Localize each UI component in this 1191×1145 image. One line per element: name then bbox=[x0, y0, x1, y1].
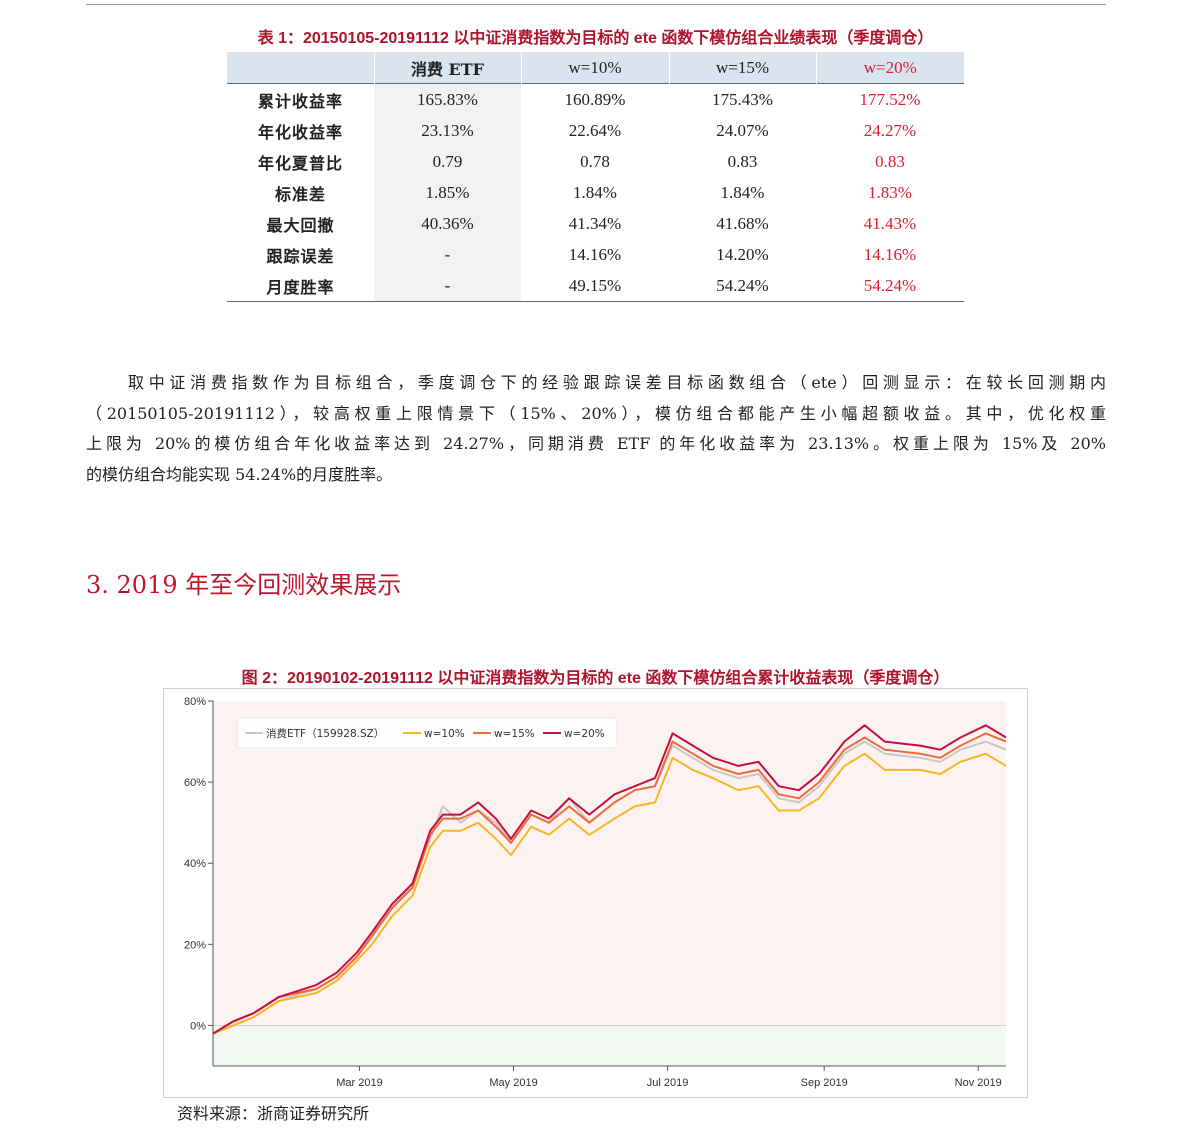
row-label: 月度胜率 bbox=[266, 277, 335, 297]
header-cell: w=10% bbox=[520, 52, 669, 84]
header-cell bbox=[227, 52, 374, 84]
row-label: 跟踪误差 bbox=[266, 246, 335, 266]
table-cell: 165.83% bbox=[374, 83, 521, 115]
table-cell: 177.52% bbox=[859, 89, 921, 109]
table-cell: 160.89% bbox=[564, 89, 626, 109]
table-row: 年化夏普比 0.79 0.78 0.83 0.83 bbox=[227, 146, 964, 177]
table-cell: 0.78 bbox=[580, 151, 610, 171]
row-label: 标准差 bbox=[274, 184, 326, 204]
legend-label: 消费ETF（159928.SZ） bbox=[266, 727, 384, 740]
paragraph-line: （20150105-20191112），较高权重上限情景下（15%、20%），模… bbox=[86, 403, 1106, 423]
table-cell: 41.43% bbox=[863, 213, 917, 233]
paragraph-line: 上限为 20%的模仿组合年化收益率达到 24.27%，同期消费 ETF 的年化收… bbox=[86, 434, 1106, 453]
y-tick-label: 0% bbox=[190, 1020, 206, 1032]
section-title: 3. 2019 年至今回测效果展示 bbox=[86, 571, 402, 599]
table-cell: 0.83 bbox=[875, 151, 905, 171]
row-label: 年化夏普比 bbox=[257, 153, 343, 173]
table-caption: 表 1：20150105-20191112 以中证消费指数为目标的 ete 函数… bbox=[257, 30, 934, 47]
series-line bbox=[212, 724, 1007, 1035]
x-tick-label: Nov 2019 bbox=[955, 1077, 1002, 1089]
header-cell: w=20% bbox=[815, 52, 964, 84]
body-paragraph: 取中证消费指数作为目标组合，季度调仓下的经验跟踪误差目标函数组合（ete）回测显… bbox=[86, 368, 1106, 490]
source-note: 资料来源：浙商证券研究所 bbox=[177, 1104, 370, 1123]
table-row: 跟踪误差 - 14.16% 14.20% 14.16% bbox=[227, 239, 964, 270]
x-tick-label: Sep 2019 bbox=[801, 1077, 848, 1089]
table-cell: 54.24% bbox=[716, 275, 769, 295]
table-cell: 22.64% bbox=[568, 120, 622, 140]
table-cell: 14.16% bbox=[863, 244, 917, 264]
table-cell: 41.68% bbox=[716, 213, 769, 233]
table-cell: 175.43% bbox=[712, 89, 773, 109]
table-cell: - bbox=[374, 239, 521, 270]
table-row: 年化收益率 23.13% 22.64% 24.07% 24.27% bbox=[227, 115, 964, 146]
table-cell: 1.84% bbox=[573, 182, 617, 202]
header-cell: w=15% bbox=[668, 52, 816, 84]
y-tick-label: 40% bbox=[184, 858, 206, 870]
chart-caption: 图 2：20190102-20191112 以中证消费指数为目标的 ete 函数… bbox=[241, 670, 950, 687]
table-cell: 23.13% bbox=[374, 115, 521, 146]
table-cell: 24.27% bbox=[863, 120, 917, 140]
top-rule bbox=[86, 4, 1106, 5]
x-tick-label: Jul 2019 bbox=[647, 1077, 689, 1089]
table-cell: 14.16% bbox=[568, 244, 622, 264]
series-line bbox=[212, 752, 1007, 1035]
row-label: 年化收益率 bbox=[257, 122, 343, 142]
row-label: 累计收益率 bbox=[257, 91, 343, 111]
cumulative-return-chart: 0% 20% 40% 60% 80% Mar 2019 May 2019 Jul 2019 Se… bbox=[163, 688, 1028, 1098]
y-tick-label: 20% bbox=[184, 939, 206, 951]
legend-box bbox=[236, 717, 618, 749]
table-cell: 54.24% bbox=[863, 275, 917, 295]
table-row: 累计收益率 165.83% 160.89% 175.43% 177.52% bbox=[227, 83, 964, 115]
table-row: 标准差 1.85% 1.84% 1.84% 1.83% bbox=[227, 177, 964, 208]
table-row: 月度胜率 - 49.15% 54.24% 54.24% bbox=[227, 270, 964, 302]
table-cell: 1.83% bbox=[868, 182, 912, 202]
performance-table: 消费 ETF w=10% w=15% w=20% 累计收益率 165.83% 160… bbox=[227, 52, 964, 302]
table-cell: 40.36% bbox=[374, 208, 521, 239]
table-cell: 1.84% bbox=[720, 182, 765, 202]
paragraph-line: 的模仿组合均能实现 54.24%的月度胜率。 bbox=[86, 464, 393, 484]
table-cell: 0.79 bbox=[374, 146, 521, 177]
legend-label: w=15% bbox=[494, 728, 535, 740]
paragraph-line: 取中证消费指数作为目标组合，季度调仓下的经验跟踪误差目标函数组合（ete）回测显… bbox=[128, 373, 1106, 392]
legend-label: w=20% bbox=[564, 728, 605, 740]
row-label: 最大回撤 bbox=[266, 215, 335, 235]
negative-band bbox=[213, 1025, 1006, 1066]
table-header-row: 消费 ETF w=10% w=15% w=20% bbox=[227, 52, 964, 84]
series-line bbox=[212, 732, 1007, 1035]
table-cell: - bbox=[374, 270, 521, 302]
x-tick-label: Mar 2019 bbox=[336, 1077, 382, 1089]
chart-svg: 0% 20% 40% 60% 80% Mar 2019 May 2019 Jul 2019 Se… bbox=[163, 688, 1028, 1098]
header-cell: 消费 ETF bbox=[373, 52, 521, 84]
x-tick-label: May 2019 bbox=[489, 1077, 537, 1089]
table-cell: 1.85% bbox=[374, 177, 521, 208]
legend-label: w=10% bbox=[424, 728, 465, 740]
table-cell: 41.34% bbox=[568, 213, 622, 233]
table-cell: 49.15% bbox=[568, 275, 622, 295]
y-tick-label: 60% bbox=[184, 777, 206, 789]
table-cell: 24.07% bbox=[716, 120, 769, 140]
y-tick-label: 80% bbox=[184, 696, 206, 708]
table-row: 最大回撤 40.36% 41.34% 41.68% 41.43% bbox=[227, 208, 964, 239]
table-cell: 0.83 bbox=[727, 151, 758, 171]
table-cell: 14.20% bbox=[716, 244, 769, 264]
